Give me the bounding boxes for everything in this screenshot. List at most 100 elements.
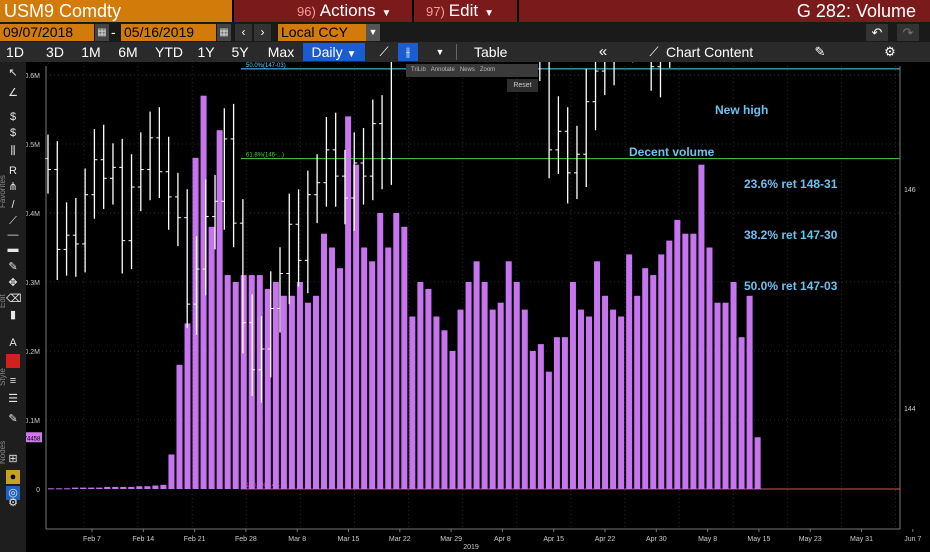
volume-bar [176, 364, 183, 489]
next-arrow-icon[interactable]: › [254, 24, 271, 41]
volume-bar [353, 164, 360, 489]
cursor-icon[interactable]: ↖ [8, 67, 18, 79]
volume-bar [473, 261, 480, 489]
collapse-icon[interactable]: « [598, 43, 608, 60]
eraser-icon[interactable]: ⌫ [6, 293, 22, 305]
fib-retracement-icon[interactable]: R [9, 165, 17, 177]
brush-icon[interactable]: ✎ [8, 261, 18, 273]
volume-bar [80, 487, 87, 489]
move-icon[interactable]: ✥ [8, 277, 18, 289]
divider [232, 0, 234, 22]
x-axis-tick-label: Apr 15 [543, 536, 564, 543]
period-max[interactable]: Max [267, 44, 295, 60]
volume-axis-tick: 0.2M [26, 349, 40, 356]
volume-bar [312, 295, 319, 489]
period-1y[interactable]: 1Y [197, 44, 215, 60]
channel-icon[interactable]: ⫼ [10, 145, 16, 157]
gear-icon[interactable]: ⚙ [884, 44, 896, 59]
volume-bar [240, 275, 247, 489]
volume-bar [192, 157, 199, 490]
volume-bar [497, 302, 504, 489]
start-date-input[interactable]: 09/07/2018 [0, 24, 94, 41]
volume-bar [112, 486, 119, 489]
period-ytd[interactable]: YTD [155, 44, 183, 60]
horizontal-line-icon[interactable]: — [7, 229, 19, 241]
volume-bar [88, 487, 95, 489]
dollar-scale-icon[interactable]: $ [9, 127, 17, 139]
volume-bar [232, 282, 239, 489]
pitchfork-icon[interactable]: ⋔ [8, 181, 18, 193]
edit-menu[interactable]: 97) Edit ▼ [424, 0, 516, 22]
settings-icon[interactable]: ⚙ [8, 497, 18, 509]
undo-icon[interactable]: ↶ [866, 24, 888, 41]
globe-icon[interactable]: ◎ [6, 486, 20, 500]
band-icon[interactable]: ▬ [7, 243, 19, 255]
frequency-select[interactable]: Daily ▼ [303, 43, 365, 61]
trendline-icon[interactable]: ∠ [8, 87, 18, 99]
volume-bar [634, 295, 641, 489]
chevron-down-icon: ▼ [381, 8, 392, 19]
line-chart-icon[interactable]: ⟋ [379, 44, 389, 59]
pencil-icon[interactable]: ✎ [8, 413, 18, 425]
annotate-menu-item[interactable]: Annotate [430, 67, 455, 73]
chevron-down-icon[interactable]: ▼ [366, 24, 380, 41]
volume-bar [216, 130, 223, 489]
volume-bar [682, 233, 689, 489]
dollar-sign-icon[interactable]: $ [9, 111, 17, 123]
volume-bar [304, 302, 311, 489]
chart-content-icon[interactable]: ⟋ [649, 44, 659, 59]
actions-menu[interactable]: 96) Actions ▼ [293, 0, 405, 22]
edit-number: 97) [426, 4, 445, 19]
period-5y[interactable]: 5Y [231, 44, 249, 60]
zoom-menu-item[interactable]: Zoom [479, 67, 496, 73]
trilib-menu-item[interactable]: TriLib [411, 67, 426, 73]
chart-content-button[interactable]: Chart Content [666, 44, 754, 60]
volume-bar [658, 254, 665, 489]
trash-icon[interactable]: ▮ [9, 309, 17, 321]
ray-icon[interactable]: / [11, 199, 15, 211]
chevron-down-icon[interactable]: ▼ [435, 47, 445, 57]
calendar-icon[interactable]: ▦ [217, 24, 231, 41]
end-date-input[interactable]: 05/16/2019 [121, 24, 216, 41]
volume-bar [489, 309, 496, 489]
volume-bar [329, 247, 336, 489]
chart-annotation: 38.2% ret 147-30 [744, 228, 838, 242]
fib-level-label: 50.0%(147-03) [246, 63, 286, 69]
volume-bar [537, 344, 544, 489]
period-1d[interactable]: 1D [6, 44, 24, 60]
color-swatch[interactable] [6, 354, 20, 368]
volume-bar [610, 309, 617, 489]
x-axis-tick-label: Mar 8 [288, 536, 306, 543]
volume-bar [706, 247, 713, 489]
volume-bar [481, 282, 488, 489]
period-6m[interactable]: 6M [118, 44, 138, 60]
chart-annotation: 50.0% ret 147-03 [744, 279, 838, 293]
node-color-icon[interactable]: ● [6, 470, 20, 484]
redo-icon[interactable]: ↷ [897, 24, 919, 41]
currency-select[interactable]: Local CCY [278, 24, 366, 41]
volume-bar [441, 330, 448, 489]
line-width-icon[interactable]: ☰ [8, 393, 18, 405]
period-3d[interactable]: 3D [46, 44, 64, 60]
table-button[interactable]: Table [474, 44, 508, 60]
ticker-field[interactable]: USM9 Comdty [0, 0, 232, 22]
line-tool-icon[interactable]: ⟋ [9, 215, 17, 227]
drawing-toolbar: ↖ ∠ $ $ ⫼ R ⋔ / ⟋ — ▬ ✎ ✥ ⌫ ▮ A ≡ ☰ ✎ ⊞ … [0, 62, 26, 552]
prev-arrow-icon[interactable]: ‹ [235, 24, 252, 41]
volume-bar [345, 116, 352, 490]
text-icon[interactable]: A [9, 337, 17, 349]
side-label-nodes: Nodes [0, 440, 7, 464]
period-1m[interactable]: 1M [81, 44, 101, 60]
reset-button[interactable]: Reset [507, 79, 538, 92]
news-menu-item[interactable]: News [459, 67, 475, 73]
ohlc-bar-icon[interactable]: ⫲ [398, 43, 418, 61]
volume-axis-tick: 0.4M [26, 211, 40, 218]
volume-bar [288, 295, 295, 489]
line-style-icon[interactable]: ≡ [9, 375, 17, 387]
volume-bar [586, 316, 593, 489]
node-icon[interactable]: ⊞ [8, 453, 18, 465]
edit-chart-icon[interactable]: ✎ [814, 44, 826, 59]
volume-price-chart[interactable]: 0.0%(150-21)23.6%(148-31)38.2%(147-30)50… [26, 62, 930, 552]
volume-bar [72, 487, 79, 489]
calendar-icon[interactable]: ▦ [95, 24, 109, 41]
